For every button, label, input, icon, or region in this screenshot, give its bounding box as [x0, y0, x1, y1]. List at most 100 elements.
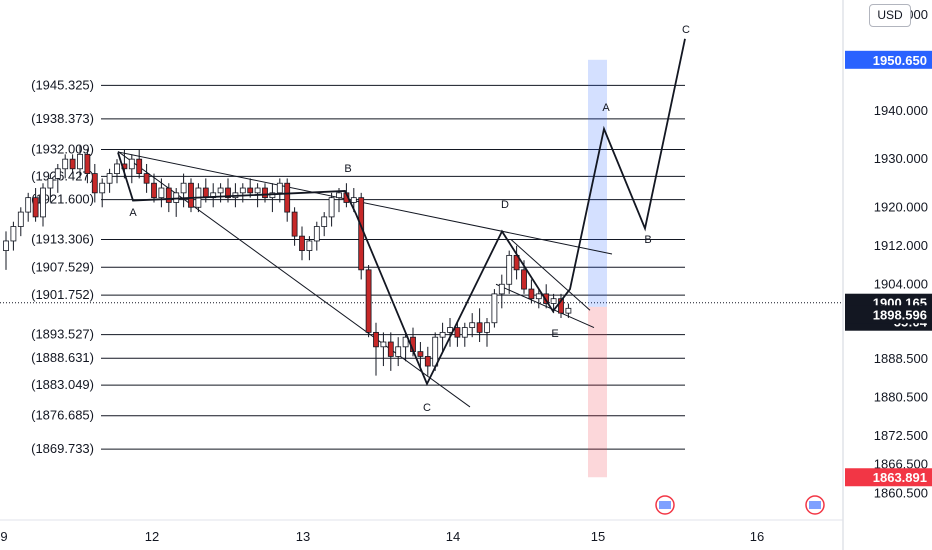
candle-body[interactable]	[558, 298, 564, 314]
candle-body[interactable]	[528, 288, 535, 300]
trend-line[interactable]	[117, 151, 613, 255]
candle-body[interactable]	[461, 327, 468, 338]
candle-body[interactable]	[454, 327, 461, 338]
level-label: (1888.631)	[31, 350, 94, 365]
candle-body[interactable]	[276, 182, 283, 194]
candle-body[interactable]	[306, 240, 313, 251]
level-label: (1883.049)	[31, 377, 94, 392]
candle-body[interactable]	[77, 153, 83, 170]
candle-body[interactable]	[217, 187, 224, 194]
price-badge-text: 1863.891	[873, 470, 927, 485]
candle-body[interactable]	[62, 158, 69, 170]
candle-body[interactable]	[506, 254, 513, 285]
candle-body[interactable]	[188, 182, 194, 208]
price-tick-label: 1860.500	[874, 486, 928, 501]
candle-body[interactable]	[136, 158, 143, 174]
candle-body[interactable]	[3, 240, 9, 251]
candle-body[interactable]	[491, 293, 498, 324]
candle-body[interactable]	[358, 197, 365, 271]
price-tick-label: 1904.000	[874, 276, 928, 291]
level-label: (1901.752)	[31, 287, 94, 302]
level-label: (1932.009)	[31, 141, 94, 156]
candle-body[interactable]	[158, 187, 165, 199]
stop-zone-down	[588, 306, 607, 478]
candle-body[interactable]	[10, 226, 17, 242]
candle-body[interactable]	[402, 336, 409, 348]
time-tick-label: 14	[446, 529, 460, 544]
candle-body[interactable]	[239, 187, 246, 194]
candle-body[interactable]	[521, 269, 527, 290]
wave-label: B	[644, 234, 651, 246]
candle-body[interactable]	[262, 187, 268, 199]
candle-body[interactable]	[350, 197, 357, 203]
candle-body[interactable]	[69, 158, 76, 170]
candle-body[interactable]	[247, 187, 254, 194]
wave-label: C	[423, 402, 431, 414]
price-tick-label: 1888.500	[874, 351, 928, 366]
candle-body[interactable]	[47, 178, 54, 189]
candle-body[interactable]	[565, 307, 572, 314]
price-badge	[845, 305, 932, 324]
trend-line[interactable]	[510, 239, 591, 311]
wave-label: A	[129, 207, 137, 219]
candle-body[interactable]	[313, 226, 320, 242]
candle-body[interactable]	[32, 197, 39, 218]
candle-body[interactable]	[99, 182, 106, 194]
candle-body[interactable]	[498, 283, 505, 295]
candle-body[interactable]	[299, 235, 305, 251]
candle-body[interactable]	[395, 346, 402, 357]
candle-body[interactable]	[106, 173, 113, 184]
candle-body[interactable]	[417, 351, 424, 357]
candle-body[interactable]	[291, 211, 298, 237]
currency-button[interactable]: USD	[869, 4, 911, 27]
price-badge-text: 1950.650	[873, 53, 927, 68]
candle-body[interactable]	[25, 197, 32, 213]
candle-body[interactable]	[114, 163, 120, 174]
candle-body[interactable]	[321, 216, 328, 227]
candle-body[interactable]	[269, 192, 276, 199]
us-flag-icon	[659, 501, 671, 509]
candle-body[interactable]	[476, 322, 483, 333]
candle-body[interactable]	[387, 341, 394, 357]
candle-body[interactable]	[180, 182, 187, 194]
wave-label: E	[551, 328, 558, 340]
wave-path[interactable]	[117, 38, 686, 387]
time-tick-label: 9	[0, 529, 7, 544]
time-tick-label: 12	[145, 529, 159, 544]
wave-label: B	[344, 163, 351, 175]
candle-body[interactable]	[535, 293, 542, 300]
level-label: (1921.600)	[31, 192, 94, 207]
candle-body[interactable]	[40, 187, 46, 218]
candle-body[interactable]	[336, 192, 342, 199]
candle-body[interactable]	[380, 341, 387, 348]
candle-body[interactable]	[91, 173, 98, 194]
candle-body[interactable]	[165, 187, 172, 203]
price-badge	[845, 468, 932, 487]
trend-line[interactable]	[495, 283, 595, 329]
candle-body[interactable]	[424, 356, 431, 367]
candle-body[interactable]	[543, 293, 550, 304]
candle-body[interactable]	[151, 182, 157, 199]
candle-body[interactable]	[328, 197, 335, 218]
candle-body[interactable]	[84, 153, 91, 174]
candle-body[interactable]	[484, 322, 490, 333]
time-tick-label: 16	[750, 529, 764, 544]
level-label: (1938.373)	[31, 111, 94, 126]
candle-body[interactable]	[202, 187, 209, 199]
candle-body[interactable]	[373, 331, 379, 348]
candle-body[interactable]	[143, 173, 150, 184]
candle-body[interactable]	[365, 269, 372, 333]
candle-body[interactable]	[17, 211, 24, 227]
candle-body[interactable]	[225, 187, 231, 199]
candle-body[interactable]	[254, 187, 261, 194]
candle-body[interactable]	[54, 168, 61, 179]
wave-label: A	[602, 102, 610, 114]
candle-body[interactable]	[469, 322, 476, 328]
price-tick-label: 1866.500	[874, 457, 928, 472]
candle-body[interactable]	[550, 298, 557, 304]
candle-body[interactable]	[128, 158, 135, 170]
candle-body[interactable]	[284, 182, 291, 213]
candle-body[interactable]	[439, 331, 446, 338]
level-label: (1926.427)	[31, 168, 94, 183]
